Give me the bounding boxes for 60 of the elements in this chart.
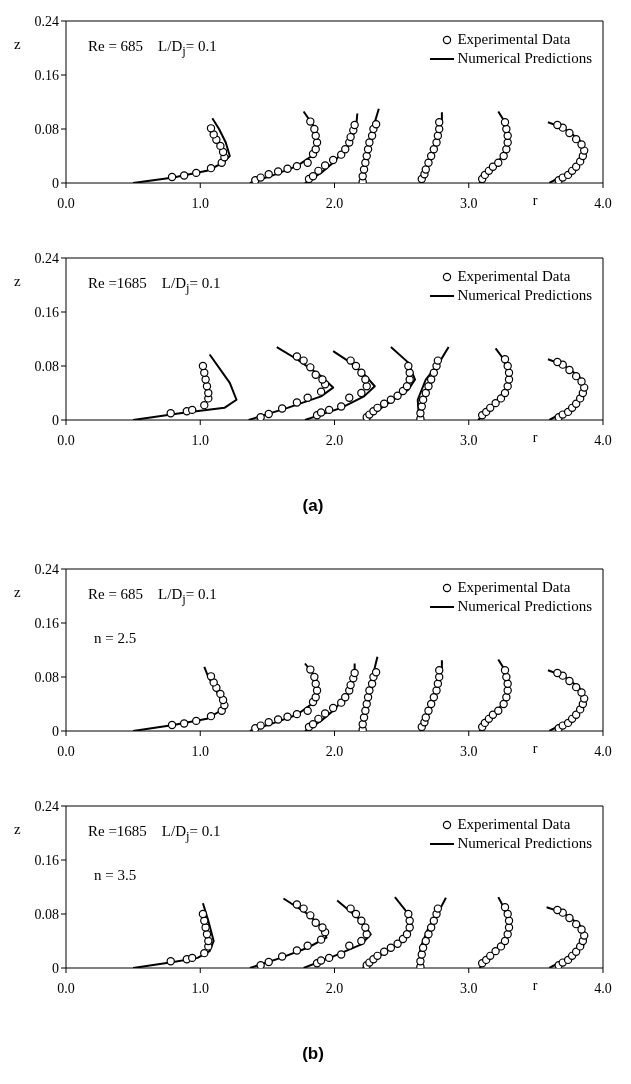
legend-label: Numerical Predictions (457, 49, 592, 68)
x-axis-title: r (532, 741, 538, 756)
y-tick-label: 0 (52, 175, 59, 191)
legend-label: Experimental Data (457, 815, 571, 834)
y-tick-label: 0.16 (34, 304, 59, 320)
y-tick-label: 0.08 (34, 121, 59, 137)
legend-label: Numerical Predictions (457, 597, 592, 616)
x-tick-label: 2.0 (325, 980, 344, 996)
annotation: Re =1685 L/D$_{j}$= 0.1 (88, 823, 221, 843)
x-tick-label: 2.0 (325, 195, 344, 211)
annotation: n = 2.5 (94, 630, 137, 646)
x-tick-label: 4.0 (594, 743, 612, 759)
y-tick-label: 0.08 (34, 906, 59, 922)
y-tick-label: 0 (52, 960, 59, 976)
x-tick-label: 1.0 (191, 743, 209, 759)
x-tick-label: 3.0 (460, 432, 478, 448)
legend-label: Numerical Predictions (457, 286, 592, 305)
y-tick-label: 0.24 (34, 798, 59, 814)
x-axis-title: r (532, 193, 538, 208)
y-tick-label: 0.08 (34, 669, 59, 685)
x-tick-label: 3.0 (460, 980, 478, 996)
y-tick-label: 0.08 (34, 358, 59, 374)
x-tick-label: 4.0 (594, 980, 612, 996)
x-tick-label: 1.0 (191, 432, 209, 448)
x-tick-label: 4.0 (594, 432, 612, 448)
legend-label: Experimental Data (457, 30, 571, 49)
y-tick-label: 0 (52, 723, 59, 739)
x-tick-label: 0.0 (57, 743, 75, 759)
y-axis-title: z (14, 273, 21, 289)
text: (b) (302, 1044, 324, 1063)
annotation: Re = 685 L/D$_{j}$= 0.1 (88, 586, 217, 606)
y-axis-title: z (14, 36, 21, 52)
legend-label: Experimental Data (457, 578, 571, 597)
x-tick-label: 0.0 (57, 980, 75, 996)
x-tick-label: 3.0 (460, 195, 478, 211)
text: (a) (302, 496, 324, 515)
x-axis-title: r (532, 430, 538, 445)
annotation: n = 3.5 (94, 867, 137, 883)
x-tick-label: 1.0 (191, 195, 209, 211)
y-tick-label: 0.16 (34, 852, 59, 868)
y-tick-label: 0 (52, 412, 59, 428)
annotation: Re =1685 L/D$_{j}$= 0.1 (88, 275, 221, 295)
y-axis-title: z (14, 821, 21, 837)
legend-label: Numerical Predictions (457, 834, 592, 853)
x-tick-label: 2.0 (325, 432, 344, 448)
y-tick-label: 0.24 (34, 561, 59, 577)
y-tick-label: 0.24 (34, 250, 59, 266)
x-tick-label: 0.0 (57, 432, 75, 448)
x-tick-label: 0.0 (57, 195, 75, 211)
annotation: Re = 685 L/D$_{j}$= 0.1 (88, 38, 217, 58)
x-tick-label: 2.0 (325, 743, 344, 759)
y-tick-label: 0.16 (34, 615, 59, 631)
x-tick-label: 4.0 (594, 195, 612, 211)
y-tick-label: 0.16 (34, 67, 59, 83)
x-axis-title: r (532, 978, 538, 993)
x-tick-label: 3.0 (460, 743, 478, 759)
y-tick-label: 0.24 (34, 13, 59, 29)
y-axis-title: z (14, 584, 21, 600)
x-tick-label: 1.0 (191, 980, 209, 996)
legend-label: Experimental Data (457, 267, 571, 286)
